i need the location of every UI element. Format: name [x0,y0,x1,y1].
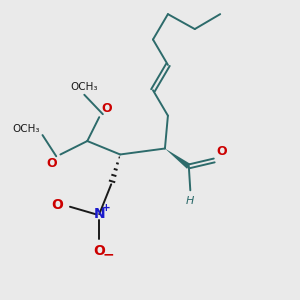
Text: OCH₃: OCH₃ [13,124,40,134]
Polygon shape [165,148,190,169]
Text: OCH₃: OCH₃ [70,82,98,92]
Text: O: O [93,244,105,258]
Text: O: O [47,157,57,170]
Text: O: O [102,102,112,115]
Text: N: N [93,207,105,221]
Text: O: O [51,198,63,212]
Text: +: + [102,202,111,213]
Text: −: − [102,248,114,262]
Text: O: O [217,145,227,158]
Text: H: H [186,196,194,206]
